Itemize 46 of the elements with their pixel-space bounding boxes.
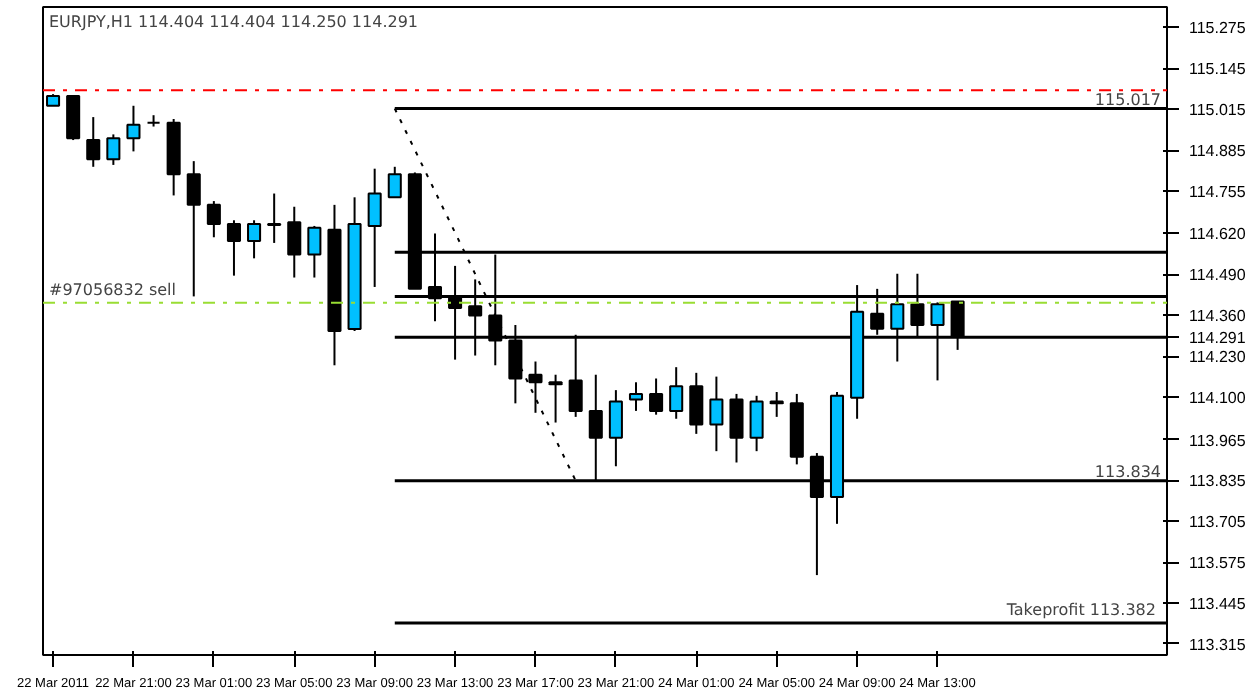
annotation: 113.834 <box>1094 462 1162 481</box>
candlestick <box>86 116 101 168</box>
candlestick <box>66 95 81 142</box>
candlestick <box>226 219 241 277</box>
candlestick <box>387 165 402 199</box>
y-tick-label: 113.705 <box>1189 513 1247 532</box>
y-tick-label: 115.015 <box>1189 101 1247 120</box>
annotation: Takeprofit 113.382 <box>1004 600 1156 619</box>
y-tick-label: 114.291 <box>1189 328 1247 347</box>
candlestick <box>649 377 664 416</box>
candlestick <box>287 205 302 279</box>
candlestick <box>729 392 744 464</box>
chart-title: EURJPY,H1 114.404 114.404 114.250 114.291 <box>49 13 419 31</box>
y-tick-label: 113.965 <box>1189 431 1247 450</box>
candlestick <box>709 375 724 453</box>
candlestick <box>548 373 563 424</box>
candlestick <box>528 360 543 414</box>
y-tick-label: 114.360 <box>1189 307 1247 326</box>
y-tick-label: 114.490 <box>1189 266 1247 285</box>
candlestick <box>247 219 262 260</box>
candlestick <box>367 167 382 288</box>
y-tick-label: 113.575 <box>1189 554 1247 573</box>
candlestick <box>186 160 201 298</box>
y-tick-label: 114.885 <box>1189 142 1247 161</box>
candlestick <box>628 381 644 412</box>
y-tick-label: 114.100 <box>1189 389 1247 408</box>
y-tick-label: 115.275 <box>1189 19 1247 38</box>
y-tick-label: 115.145 <box>1189 60 1247 79</box>
candlestick <box>689 371 704 435</box>
y-tick-label: 113.835 <box>1189 472 1247 491</box>
candlestick <box>608 389 623 468</box>
candlestick <box>749 394 764 453</box>
y-tick-label: 114.755 <box>1189 183 1247 202</box>
candlestick <box>206 200 221 239</box>
candlestick <box>669 366 684 420</box>
annotation: 115.017 <box>1094 90 1162 109</box>
annotation: #97056832 sell <box>49 280 176 299</box>
candlestick <box>267 192 282 244</box>
y-tick-label: 113.445 <box>1189 595 1247 614</box>
y-tick-label: 113.315 <box>1189 635 1247 654</box>
candlestick <box>126 104 141 153</box>
candlestick <box>106 133 121 166</box>
candlestick <box>769 391 784 418</box>
y-tick-label: 114.230 <box>1189 348 1247 367</box>
candlestick <box>307 224 322 279</box>
y-tick-label: 114.620 <box>1189 225 1247 244</box>
